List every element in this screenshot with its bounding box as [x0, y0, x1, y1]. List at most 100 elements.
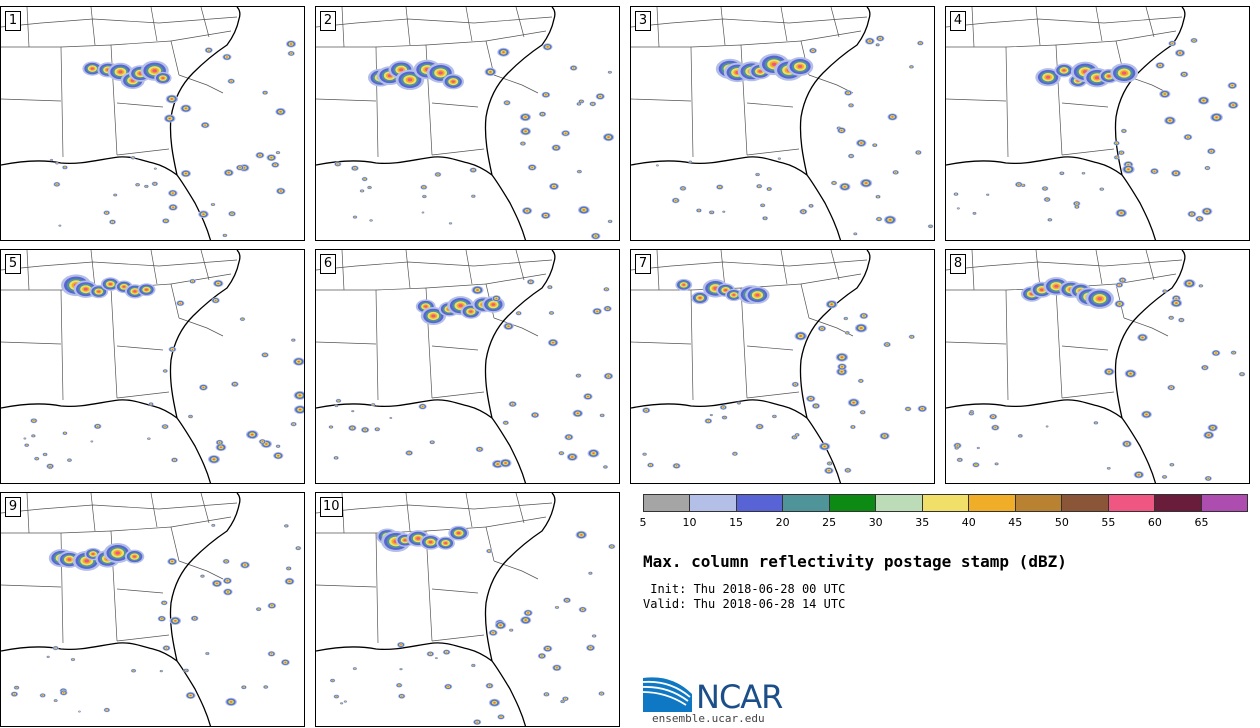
reflectivity-cell — [852, 401, 855, 404]
reflectivity-cell — [758, 185, 760, 187]
reflectivity-cell — [288, 580, 291, 582]
reflectivity-cell — [698, 296, 702, 299]
reflectivity-cell — [773, 416, 775, 417]
reflectivity-cell — [840, 129, 843, 131]
state-boundary — [746, 345, 794, 351]
colorbar-segment — [690, 495, 737, 511]
state-boundary — [971, 250, 975, 291]
coastline — [631, 250, 871, 483]
state-boundary — [60, 287, 118, 399]
reflectivity-cell — [1210, 150, 1213, 152]
reflectivity-cell — [1159, 64, 1161, 66]
reflectivity-cell — [288, 568, 290, 569]
reflectivity-cell — [261, 441, 264, 443]
reflectivity-cell — [369, 187, 370, 188]
reflectivity-cell — [1231, 84, 1234, 87]
reflectivity-cell — [214, 299, 217, 301]
reflectivity-cell — [64, 167, 66, 168]
reflectivity-cell — [738, 402, 740, 404]
reflectivity-cell — [860, 327, 863, 329]
reflectivity-cell — [259, 154, 261, 156]
reflectivity-cell — [97, 290, 101, 293]
reflectivity-cell — [1215, 116, 1218, 119]
member-number-label: 4 — [950, 11, 966, 31]
colorbar-segment — [829, 495, 877, 511]
reflectivity-cell — [478, 448, 481, 450]
reflectivity-cell — [812, 50, 814, 52]
reflectivity-cell — [1207, 478, 1209, 479]
reflectivity-cell — [889, 219, 892, 221]
reflectivity-cell — [879, 37, 881, 39]
state-boundary — [1061, 391, 1115, 399]
colorbar-segment — [1155, 495, 1202, 511]
state-boundary — [971, 7, 975, 48]
colorbar-ticks: 5 10 15 20 25 30 35 40 45 50 55 60 65 — [640, 516, 1248, 530]
reflectivity-cell — [828, 470, 830, 472]
colorbar-segment — [969, 495, 1016, 511]
member-number-label: 8 — [950, 254, 966, 274]
state-boundary — [780, 250, 788, 285]
reflectivity-cell — [865, 182, 868, 184]
reflectivity-cell — [1129, 372, 1132, 375]
reflectivity-cell — [145, 288, 148, 291]
reflectivity-cell — [732, 293, 736, 296]
state-boundary — [515, 493, 525, 524]
state-boundary — [800, 30, 862, 42]
reflectivity-cell — [1164, 290, 1166, 292]
reflectivity-cell — [133, 290, 137, 293]
map-canvas — [631, 250, 928, 483]
state-boundary — [1115, 273, 1177, 285]
coastline — [316, 250, 556, 483]
reflectivity-cell — [1076, 203, 1078, 205]
reflectivity-cell — [32, 435, 34, 437]
reflectivity-cell — [220, 446, 222, 448]
reflectivity-cell — [553, 185, 555, 187]
state-boundary — [178, 74, 224, 94]
colorbar-segment — [922, 495, 970, 511]
state-boundary — [1145, 250, 1155, 281]
state-boundary — [316, 502, 553, 514]
state-boundary — [1145, 7, 1155, 38]
ensemble-member-panel: 5 — [0, 249, 305, 484]
reflectivity-cell — [757, 174, 758, 175]
state-boundary — [200, 250, 210, 281]
state-boundary — [515, 250, 525, 281]
reflectivity-cell — [285, 525, 287, 527]
reflectivity-cell — [1183, 73, 1185, 75]
reflectivity-cell — [724, 289, 728, 292]
state-boundary — [150, 493, 158, 528]
reflectivity-cell — [682, 283, 686, 286]
reflectivity-cell — [225, 561, 227, 562]
state-boundary — [405, 7, 411, 46]
reflectivity-cell — [277, 445, 279, 447]
reflectivity-cell — [719, 186, 721, 188]
reflectivity-cell — [768, 188, 770, 190]
ensemble-member-panel: 9 — [0, 492, 305, 727]
reflectivity-cell — [502, 51, 505, 53]
state-boundary — [170, 273, 232, 285]
map-canvas — [316, 7, 615, 240]
state-boundary — [830, 7, 840, 38]
reflectivity-cell — [488, 685, 491, 687]
reflectivity-cell — [802, 211, 804, 213]
reflectivity-cell — [293, 423, 295, 425]
map-canvas — [1, 493, 302, 726]
reflectivity-cell — [172, 192, 174, 194]
state-boundary — [946, 341, 1007, 345]
reflectivity-cell — [1232, 104, 1235, 106]
reflectivity-cell — [959, 459, 961, 461]
colorbar-tick-label: 10 — [682, 516, 697, 529]
reflectivity-cell — [994, 427, 996, 429]
ncar-logo-icon — [642, 677, 692, 712]
reflectivity-cell — [551, 312, 552, 314]
reflectivity-cell — [992, 416, 994, 418]
state-boundary — [946, 98, 1007, 102]
coastline — [1, 250, 241, 483]
state-boundary — [200, 7, 210, 38]
reflectivity-cell — [846, 332, 848, 334]
reflectivity-cell — [1145, 413, 1148, 416]
reflectivity-cell — [297, 360, 300, 363]
reflectivity-cell — [499, 624, 502, 626]
state-boundary — [316, 532, 379, 644]
colorbar-tick-label: 30 — [868, 516, 883, 529]
